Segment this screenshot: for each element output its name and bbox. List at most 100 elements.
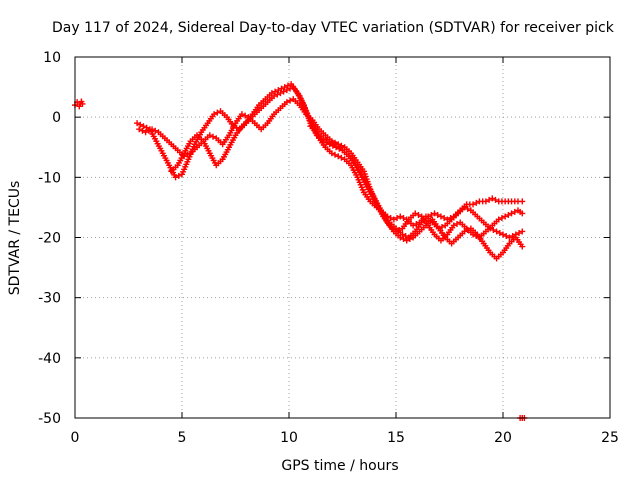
data-point: [410, 222, 417, 229]
data-point: [402, 232, 409, 239]
data-point: [492, 196, 499, 203]
data-point: [335, 153, 342, 160]
x-axis-label: GPS time / hours: [281, 458, 398, 474]
data-point: [326, 138, 333, 145]
x-tick-label: 0: [71, 430, 80, 446]
chart-title: Day 117 of 2024, Sidereal Day-to-day VTE…: [52, 20, 615, 36]
data-point: [482, 198, 489, 205]
x-tick-label: 25: [601, 430, 619, 446]
y-tick-label: -40: [38, 351, 61, 367]
data-point: [394, 214, 401, 221]
data-point: [210, 133, 217, 140]
data-point: [473, 199, 480, 206]
x-tick-label: 10: [280, 430, 298, 446]
data-point: [145, 127, 152, 134]
data-point: [439, 223, 446, 230]
data-point: [450, 222, 457, 229]
data-point: [397, 234, 404, 241]
y-tick-labels: 10 0 -10 -20 -30 -40 -50: [38, 50, 61, 427]
data-point: [211, 111, 218, 118]
data-point: [434, 211, 441, 218]
data-point: [489, 195, 496, 202]
data-point: [328, 150, 335, 157]
x-tick-labels: 0 5 10 15 20 25: [71, 430, 619, 446]
data-point: [287, 97, 294, 104]
data-point: [206, 132, 213, 139]
data-point: [412, 210, 419, 217]
y-tick-label: -20: [38, 231, 61, 247]
data-point: [274, 91, 281, 98]
data-point: [242, 112, 249, 119]
x-tick-label: 20: [494, 430, 512, 446]
data-point: [278, 85, 285, 92]
data-point: [400, 236, 407, 243]
data-point: [140, 123, 147, 130]
data-point: [508, 210, 515, 217]
data-point: [329, 139, 336, 146]
data-point: [403, 237, 410, 244]
data-point: [493, 228, 500, 235]
data-point: [496, 229, 503, 236]
data-point: [502, 213, 509, 220]
data-point: [136, 126, 143, 133]
data-point: [461, 228, 468, 235]
y-tick-label: 0: [52, 110, 61, 126]
data-point: [214, 109, 221, 116]
data-point: [406, 236, 413, 243]
data-point: [399, 231, 406, 238]
y-axis-label: SDTVAR / TECUs: [7, 181, 23, 296]
data-point: [238, 111, 245, 118]
data-point: [437, 213, 444, 220]
data-point: [511, 208, 518, 215]
data-point: [503, 232, 510, 239]
data-point: [152, 127, 159, 134]
y-tick-label: -50: [38, 411, 61, 427]
data-point: [283, 99, 290, 106]
data-point: [519, 243, 526, 250]
data-point: [431, 210, 438, 217]
data-point: [134, 120, 141, 127]
data-point: [284, 82, 291, 89]
data-point: [516, 229, 523, 236]
data-point: [143, 124, 150, 131]
data-point: [137, 121, 144, 128]
data-point: [400, 214, 407, 221]
data-point: [184, 151, 191, 158]
data-point: [323, 136, 330, 143]
data-point: [139, 127, 146, 134]
data-point: [415, 211, 422, 218]
data-point: [338, 154, 345, 161]
data-point: [444, 216, 451, 223]
data-point: [397, 213, 404, 220]
data-point: [79, 100, 86, 107]
data-point: [509, 232, 516, 239]
data-point: [390, 216, 397, 223]
data-point: [175, 172, 182, 179]
y-tick-label: -10: [38, 170, 61, 186]
data-point: [268, 90, 275, 97]
data-point: [453, 220, 460, 227]
data-point: [287, 85, 294, 92]
data-point: [425, 213, 432, 220]
data-point: [500, 231, 506, 238]
data-point: [519, 210, 526, 217]
data-point: [281, 84, 288, 91]
data-point: [464, 205, 471, 212]
data-point: [506, 234, 513, 241]
data-point: [486, 196, 493, 203]
data-points: [72, 81, 528, 421]
data-point: [428, 211, 435, 218]
axis-ticks: [74, 56, 611, 419]
data-point: [149, 126, 156, 133]
y-tick-label: -30: [38, 291, 61, 307]
data-point: [413, 220, 420, 227]
data-point: [441, 214, 448, 221]
data-point: [271, 93, 278, 100]
data-point: [464, 226, 471, 233]
data-point: [277, 90, 284, 97]
data-point: [447, 214, 454, 221]
data-point: [320, 135, 327, 142]
data-point: [490, 226, 497, 233]
